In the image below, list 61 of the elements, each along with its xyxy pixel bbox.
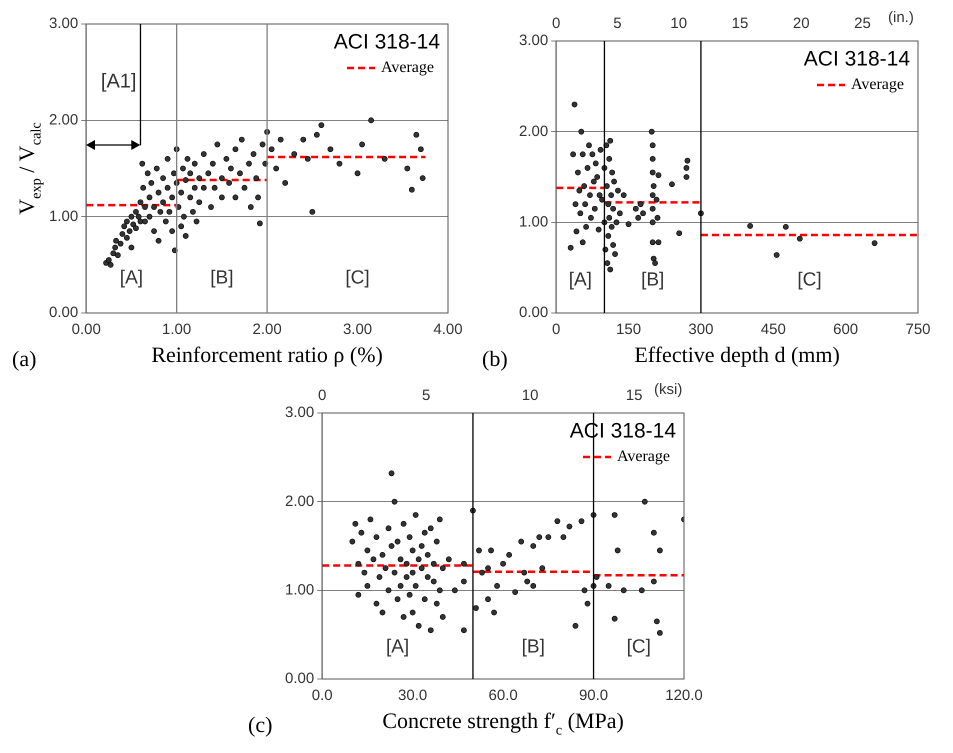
x-tick-label: 30.0 xyxy=(398,687,428,704)
x-tick-label: 150 xyxy=(616,321,642,338)
y-tick-label: 2.00 xyxy=(284,492,314,510)
x-tick-label: 1.00 xyxy=(162,321,192,338)
chart-title: ACI 318-14 xyxy=(334,30,440,54)
y-tick-label: 1.00 xyxy=(518,213,548,230)
annotation: [A] xyxy=(386,636,410,658)
x2-tick-label: 10 xyxy=(522,387,538,404)
x2-axis-title: (ksi) xyxy=(654,381,682,398)
y-tick-label: 3.00 xyxy=(518,32,548,50)
annotation: [C] xyxy=(797,270,822,291)
annotation: [C] xyxy=(345,268,370,289)
y-tick-label: 0.00 xyxy=(518,304,548,322)
annotation: [C] xyxy=(626,636,651,658)
x2-tick-label: 5 xyxy=(613,15,622,32)
annotation: [B] xyxy=(641,270,664,291)
x-tick-label: 450 xyxy=(760,321,786,338)
y-tick-label: 1.00 xyxy=(284,581,314,598)
annotation: [A] xyxy=(120,268,144,289)
x-tick-label: 600 xyxy=(833,321,858,338)
annotation: [B] xyxy=(210,268,234,289)
legend-label: Average xyxy=(381,59,434,76)
x2-tick-label: 20 xyxy=(792,15,810,32)
x2-tick-label: 25 xyxy=(854,15,871,32)
annotation: [B] xyxy=(522,636,545,658)
x2-axis-title: (in.) xyxy=(888,9,914,26)
x-tick-label: 0.0 xyxy=(312,687,333,704)
text: (c) xyxy=(248,712,272,737)
x-tick-label: 2.00 xyxy=(252,321,282,338)
x-tick-label: 750 xyxy=(905,321,931,338)
y-tick-label: 3.00 xyxy=(284,404,314,422)
legend-label: Average xyxy=(617,448,670,466)
x2-tick-label: 0 xyxy=(552,15,560,32)
text: (a) xyxy=(12,346,36,371)
x-tick-label: 3.00 xyxy=(342,321,372,338)
x-tick-label: 0.00 xyxy=(72,321,101,338)
y-tick-label: 1.00 xyxy=(48,208,78,225)
x-tick-label: 0 xyxy=(552,321,560,338)
x2-tick-label: 5 xyxy=(422,387,430,404)
y-tick-label: 0.00 xyxy=(48,304,78,322)
x2-tick-label: 15 xyxy=(626,387,642,404)
chart-title: ACI 318-14 xyxy=(804,47,910,70)
x2-tick-label: 0 xyxy=(318,387,326,404)
y-tick-label: 3.00 xyxy=(48,15,78,32)
x-tick-label: 300 xyxy=(688,321,714,338)
y-tick-label: 0.00 xyxy=(284,670,314,688)
y-tick-label: 2.00 xyxy=(518,122,548,140)
x-tick-label: 60.0 xyxy=(488,687,518,704)
x-tick-label: 90.0 xyxy=(578,687,608,704)
x2-tick-label: 15 xyxy=(732,15,748,32)
annotation: [A] xyxy=(568,270,592,291)
ref-line-label: [A1] xyxy=(100,70,136,92)
x-tick-label: 120.0 xyxy=(665,687,703,704)
x-axis-title: Reinforcement ratio ρ (%) xyxy=(151,342,383,367)
x-tick-label: 4.00 xyxy=(433,321,463,338)
legend-label: Average xyxy=(851,76,904,94)
y-axis-title: Vexp / Vcalc xyxy=(14,122,45,215)
x-axis-title: Effective depth d (mm) xyxy=(634,342,840,367)
text: (b) xyxy=(482,346,508,371)
y-tick-label: 2.00 xyxy=(48,111,78,128)
x2-tick-label: 10 xyxy=(670,15,688,32)
